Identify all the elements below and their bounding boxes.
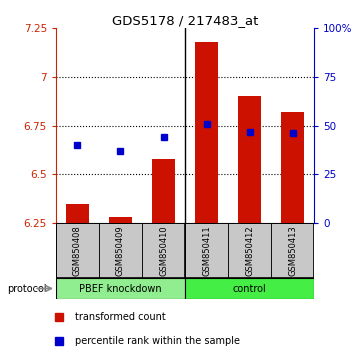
Text: GSM850413: GSM850413 — [288, 225, 297, 276]
FancyBboxPatch shape — [271, 223, 314, 278]
FancyBboxPatch shape — [56, 223, 99, 278]
FancyBboxPatch shape — [185, 278, 314, 299]
Text: protocol: protocol — [7, 284, 47, 293]
Text: PBEF knockdown: PBEF knockdown — [79, 284, 162, 293]
Text: GSM850410: GSM850410 — [159, 225, 168, 276]
FancyBboxPatch shape — [185, 223, 228, 278]
Bar — [238, 96, 261, 223]
Bar — [66, 204, 89, 223]
FancyBboxPatch shape — [56, 278, 185, 299]
Bar — [152, 159, 175, 223]
Title: GDS5178 / 217483_at: GDS5178 / 217483_at — [112, 14, 258, 27]
Bar — [195, 42, 218, 223]
Text: GSM850409: GSM850409 — [116, 225, 125, 276]
Text: control: control — [233, 284, 266, 293]
Bar — [281, 112, 304, 223]
Bar — [109, 217, 132, 223]
Text: GSM850411: GSM850411 — [202, 225, 211, 276]
Text: GSM850412: GSM850412 — [245, 225, 254, 276]
FancyBboxPatch shape — [142, 223, 185, 278]
Text: percentile rank within the sample: percentile rank within the sample — [75, 336, 240, 346]
FancyBboxPatch shape — [99, 223, 142, 278]
FancyBboxPatch shape — [228, 223, 271, 278]
Text: transformed count: transformed count — [75, 312, 166, 322]
Text: GSM850408: GSM850408 — [73, 225, 82, 276]
